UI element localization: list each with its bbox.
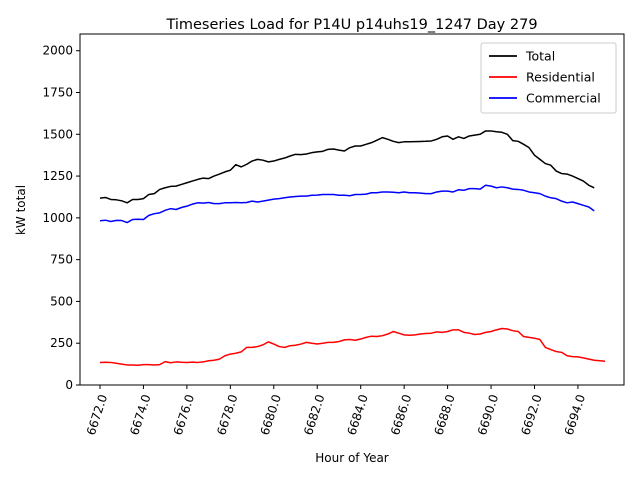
legend-box bbox=[480, 42, 617, 114]
legend-items: Total Residential Commercial bbox=[489, 49, 601, 106]
chart-title: Timeseries Load for P14U p14uhs19_1247 D… bbox=[165, 17, 537, 33]
series-layer bbox=[99, 130, 606, 367]
x-tick-label: 6682.0 bbox=[301, 393, 327, 437]
x-tick-label: 6688.0 bbox=[431, 393, 457, 437]
legend-label-total: Total bbox=[525, 49, 555, 64]
y-tick-label: 500 bbox=[50, 294, 73, 308]
plot-border bbox=[79, 33, 625, 386]
x-tick-label: 6676.0 bbox=[171, 393, 197, 437]
legend: Total Residential Commercial bbox=[480, 42, 617, 114]
x-tick-label: 6680.0 bbox=[258, 393, 284, 437]
series-line-commercial bbox=[99, 184, 595, 224]
series-line-residential bbox=[99, 327, 606, 367]
x-tick-label: 6686.0 bbox=[388, 393, 414, 437]
y-tick-label: 0 bbox=[65, 378, 73, 392]
x-axis-label: Hour of Year bbox=[315, 451, 389, 465]
y-axis: 0 250 500 750 1000 1250 1500 1750 2000 bbox=[42, 44, 80, 392]
x-axis: 6672.0 6674.0 6676.0 6678.0 6680.0 6682.0 6684… bbox=[84, 385, 588, 437]
x-tick-label: 6674.0 bbox=[127, 393, 153, 437]
series-line-total bbox=[99, 130, 595, 204]
y-tick-label: 250 bbox=[50, 336, 73, 350]
legend-label-residential: Residential bbox=[526, 70, 595, 85]
y-tick-label: 1750 bbox=[42, 86, 73, 100]
y-tick-label: 750 bbox=[50, 253, 73, 267]
x-tick-label: 6694.0 bbox=[562, 393, 588, 437]
y-tick-label: 1500 bbox=[42, 127, 73, 141]
x-tick-label: 6692.0 bbox=[518, 393, 544, 437]
legend-label-commercial: Commercial bbox=[526, 91, 601, 106]
x-tick-label: 6672.0 bbox=[84, 393, 110, 437]
y-tick-label: 1250 bbox=[42, 169, 73, 183]
y-tick-label: 2000 bbox=[42, 44, 73, 58]
y-tick-label: 1000 bbox=[42, 211, 73, 225]
x-tick-label: 6690.0 bbox=[475, 393, 501, 437]
x-tick-label: 6678.0 bbox=[214, 393, 240, 437]
x-tick-label: 6684.0 bbox=[345, 393, 371, 437]
y-axis-label: kW total bbox=[14, 185, 28, 235]
